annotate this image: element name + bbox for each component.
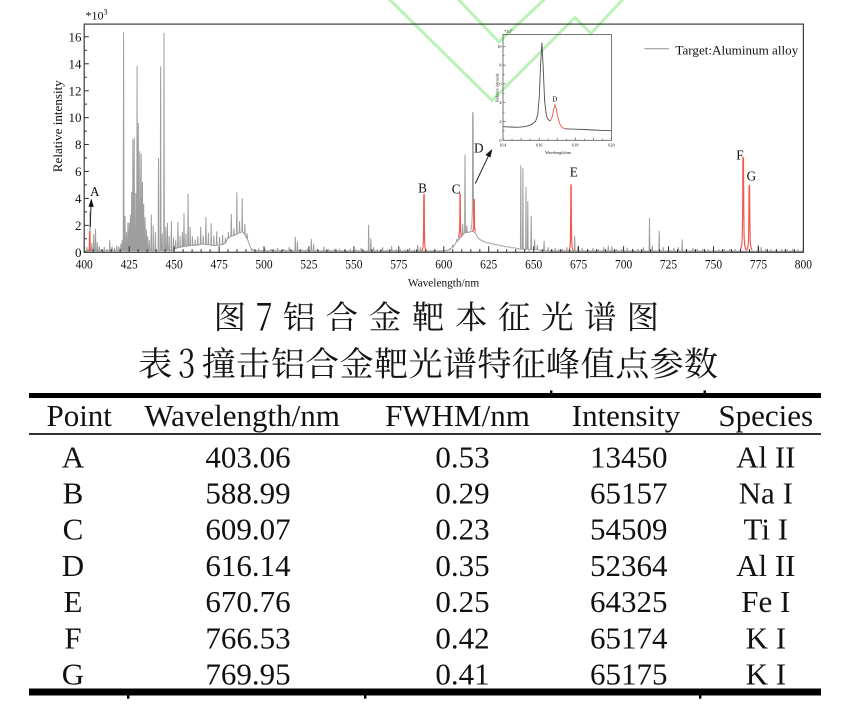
svg-text:Wavelength/nm: Wavelength/nm <box>408 278 479 290</box>
svg-text:620: 620 <box>608 143 614 148</box>
svg-text:16: 16 <box>69 29 83 44</box>
svg-text:670.76: 670.76 <box>205 584 290 619</box>
svg-text:Wavelength/nm: Wavelength/nm <box>144 398 340 433</box>
svg-text:*103: *103 <box>86 8 108 23</box>
svg-text:800: 800 <box>795 257 812 272</box>
svg-text:Al II: Al II <box>736 548 795 583</box>
svg-text:E: E <box>570 165 578 180</box>
svg-text:C: C <box>452 182 461 197</box>
svg-text:609.07: 609.07 <box>205 512 290 547</box>
svg-text:0.25: 0.25 <box>435 584 489 619</box>
svg-text:6: 6 <box>499 81 502 86</box>
svg-text:675: 675 <box>570 257 587 272</box>
svg-text:64325: 64325 <box>590 584 668 619</box>
svg-text:2: 2 <box>499 119 501 124</box>
svg-text:500: 500 <box>255 257 272 272</box>
svg-text:2: 2 <box>75 218 82 233</box>
svg-text:4: 4 <box>499 100 502 105</box>
svg-text:616.14: 616.14 <box>205 548 291 583</box>
svg-text:D: D <box>474 141 484 156</box>
svg-text:525: 525 <box>300 257 317 272</box>
svg-text:K I: K I <box>746 657 786 692</box>
svg-text:0: 0 <box>75 245 82 260</box>
svg-text:B: B <box>418 181 427 196</box>
svg-text:G: G <box>747 169 757 184</box>
svg-text:*103: *103 <box>504 28 513 34</box>
svg-text:0.42: 0.42 <box>435 620 489 655</box>
svg-text:Target:Aluminum alloy: Target:Aluminum alloy <box>675 43 798 58</box>
svg-text:G: G <box>62 657 84 692</box>
svg-text:725: 725 <box>660 257 677 272</box>
svg-text:Intensity: Intensity <box>572 398 681 433</box>
svg-text:F: F <box>64 620 81 655</box>
svg-text:475: 475 <box>211 257 228 272</box>
svg-text:Point: Point <box>46 398 112 433</box>
svg-text:769.95: 769.95 <box>205 657 290 692</box>
svg-text:8: 8 <box>75 137 82 152</box>
svg-text:588.99: 588.99 <box>205 476 290 511</box>
svg-text:6: 6 <box>75 164 82 179</box>
svg-text:0.29: 0.29 <box>435 476 489 511</box>
svg-text:700: 700 <box>615 257 632 272</box>
svg-text:65174: 65174 <box>590 620 668 655</box>
svg-text:D: D <box>552 96 557 104</box>
svg-text:0.53: 0.53 <box>435 439 489 474</box>
svg-text:52364: 52364 <box>590 548 668 583</box>
svg-text:600: 600 <box>435 257 452 272</box>
svg-text:750: 750 <box>705 257 722 272</box>
svg-text:Relative intensity: Relative intensity <box>495 72 500 102</box>
svg-text:K I: K I <box>746 620 786 655</box>
svg-text:FWHM/nm: FWHM/nm <box>385 398 530 433</box>
svg-text:Na I: Na I <box>739 476 793 511</box>
svg-text:F: F <box>736 148 743 163</box>
svg-text:618: 618 <box>572 143 578 148</box>
svg-text:12: 12 <box>69 83 82 98</box>
svg-text:65157: 65157 <box>590 476 668 511</box>
svg-text:616: 616 <box>536 143 543 148</box>
svg-text:0.35: 0.35 <box>435 548 489 583</box>
svg-text:14: 14 <box>69 56 83 71</box>
svg-text:54509: 54509 <box>590 512 668 547</box>
svg-text:0.23: 0.23 <box>435 512 489 547</box>
svg-text:A: A <box>90 184 100 199</box>
svg-text:C: C <box>63 512 84 547</box>
svg-text:614: 614 <box>500 143 507 148</box>
svg-text:Relative intensity: Relative intensity <box>50 80 65 172</box>
svg-text:Species: Species <box>718 398 813 433</box>
svg-text:403.06: 403.06 <box>205 439 290 474</box>
svg-text:450: 450 <box>166 257 183 272</box>
svg-text:D: D <box>62 548 84 583</box>
svg-text:0.41: 0.41 <box>435 657 489 692</box>
svg-text:4: 4 <box>75 191 82 206</box>
svg-text:775: 775 <box>750 257 767 272</box>
svg-text:550: 550 <box>345 257 362 272</box>
svg-text:650: 650 <box>525 257 542 272</box>
svg-text:Fe I: Fe I <box>741 584 790 619</box>
svg-text:8: 8 <box>499 63 501 68</box>
svg-text:400: 400 <box>76 257 93 272</box>
svg-text:Al II: Al II <box>736 439 795 474</box>
svg-text:10: 10 <box>497 44 501 49</box>
svg-text:B: B <box>63 476 84 511</box>
svg-text:E: E <box>64 584 83 619</box>
svg-text:0: 0 <box>499 138 501 143</box>
svg-text:Wavelength/nm: Wavelength/nm <box>545 150 572 155</box>
svg-text:10: 10 <box>69 110 82 125</box>
svg-text:575: 575 <box>390 257 407 272</box>
svg-text:Ti I: Ti I <box>744 512 789 547</box>
svg-text:625: 625 <box>480 257 497 272</box>
svg-text:A: A <box>62 439 85 474</box>
svg-text:425: 425 <box>121 257 138 272</box>
svg-text:13450: 13450 <box>590 439 668 474</box>
svg-text:766.53: 766.53 <box>205 620 290 655</box>
svg-text:65175: 65175 <box>590 657 668 692</box>
